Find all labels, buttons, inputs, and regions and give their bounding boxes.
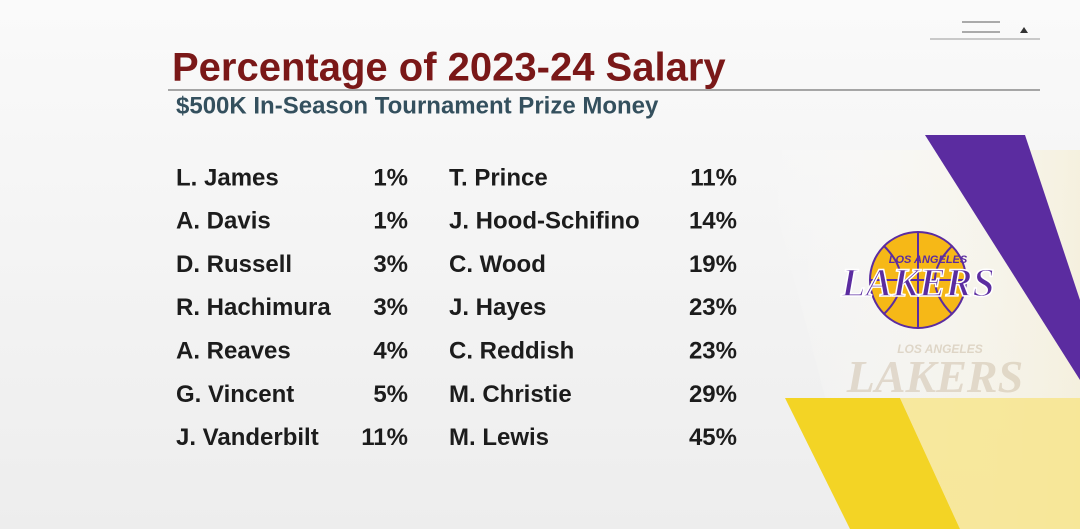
- salary-percent: 3%: [373, 251, 408, 278]
- player-name: M. Christie: [449, 381, 572, 408]
- subtitle: $500K In-Season Tournament Prize Money: [176, 92, 659, 119]
- salary-percent: 14%: [689, 208, 737, 235]
- player-name: J. Hayes: [449, 294, 546, 321]
- salary-percent: 45%: [689, 424, 737, 451]
- player-name: C. Wood: [449, 251, 546, 278]
- salary-percent: 23%: [689, 294, 737, 321]
- player-name: T. Prince: [449, 164, 548, 191]
- salary-percent: 19%: [689, 251, 737, 278]
- player-name: M. Lewis: [449, 424, 549, 451]
- lakers-logo: LOS ANGELES LAKERS LOS ANGELES LAKERS: [840, 231, 1023, 402]
- player-name: A. Davis: [176, 208, 271, 235]
- logo-team: LAKERS: [840, 260, 994, 305]
- player-name: D. Russell: [176, 251, 292, 278]
- salary-percent: 23%: [689, 338, 737, 365]
- player-name: G. Vincent: [176, 381, 294, 408]
- menu-arrow: [1020, 27, 1028, 33]
- player-name: A. Reaves: [176, 338, 291, 365]
- purple-stripe: [925, 135, 1080, 380]
- logo-city-reflection: LOS ANGELES: [897, 342, 983, 356]
- salary-percent: 1%: [373, 164, 408, 191]
- yellow-stripe: [785, 398, 960, 529]
- player-name: R. Hachimura: [176, 294, 331, 321]
- player-name: J. Hood-Schifino: [449, 208, 640, 235]
- player-name: L. James: [176, 164, 279, 191]
- salary-percent: 4%: [373, 338, 408, 365]
- logo-seams: [870, 232, 966, 328]
- salary-percent: 3%: [373, 294, 408, 321]
- salary-percent: 11%: [690, 164, 737, 191]
- salary-percent: 5%: [373, 381, 408, 408]
- salary-table: L. James 1% A. Davis 1% D. Russell 3% R. Hachi…: [176, 164, 737, 451]
- salary-percent: 1%: [373, 208, 408, 235]
- yellow-stripe-light: [900, 398, 1080, 529]
- logo-team-reflection: LAKERS: [846, 351, 1023, 402]
- salary-percent: 11%: [361, 424, 408, 451]
- player-name: C. Reddish: [449, 338, 574, 365]
- title: Percentage of 2023-24 Salary: [172, 46, 726, 90]
- player-name: J. Vanderbilt: [176, 424, 319, 451]
- logo-city: LOS ANGELES: [889, 254, 968, 266]
- salary-percent: 29%: [689, 381, 737, 408]
